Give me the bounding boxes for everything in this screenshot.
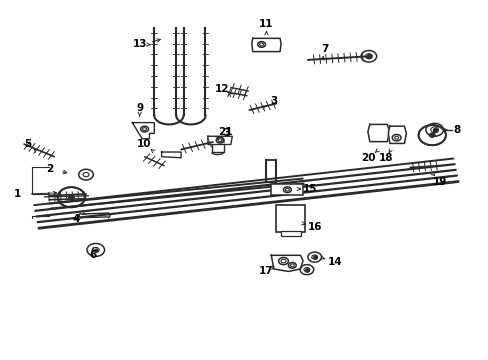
Text: 13: 13	[132, 39, 146, 49]
Text: 16: 16	[307, 222, 322, 231]
Text: 14: 14	[327, 257, 341, 267]
Text: 20: 20	[361, 153, 375, 163]
Text: 15: 15	[303, 184, 317, 194]
Text: 3: 3	[224, 129, 231, 138]
Polygon shape	[367, 125, 388, 141]
Polygon shape	[132, 123, 154, 139]
Text: 19: 19	[431, 177, 446, 187]
Polygon shape	[387, 126, 406, 143]
Text: 1: 1	[14, 189, 21, 199]
Polygon shape	[161, 152, 181, 158]
Bar	[271, 184, 303, 195]
Text: 12: 12	[215, 84, 229, 94]
Text: 11: 11	[259, 19, 273, 29]
Circle shape	[428, 133, 434, 137]
Polygon shape	[251, 39, 281, 51]
Bar	[281, 231, 300, 235]
Text: 6: 6	[89, 250, 97, 260]
Text: 3: 3	[269, 96, 277, 106]
Text: 2: 2	[46, 164, 53, 174]
Bar	[276, 205, 305, 232]
Polygon shape	[271, 255, 303, 271]
Text: 4: 4	[72, 215, 80, 224]
Text: 21: 21	[217, 127, 232, 136]
Text: 8: 8	[452, 125, 459, 135]
Text: 7: 7	[321, 44, 328, 54]
Polygon shape	[207, 136, 232, 144]
Circle shape	[68, 195, 74, 199]
Text: 18: 18	[378, 153, 392, 163]
Text: 5: 5	[24, 139, 31, 149]
Text: 17: 17	[259, 266, 273, 276]
Text: 9: 9	[136, 103, 143, 113]
Text: 10: 10	[137, 139, 151, 149]
